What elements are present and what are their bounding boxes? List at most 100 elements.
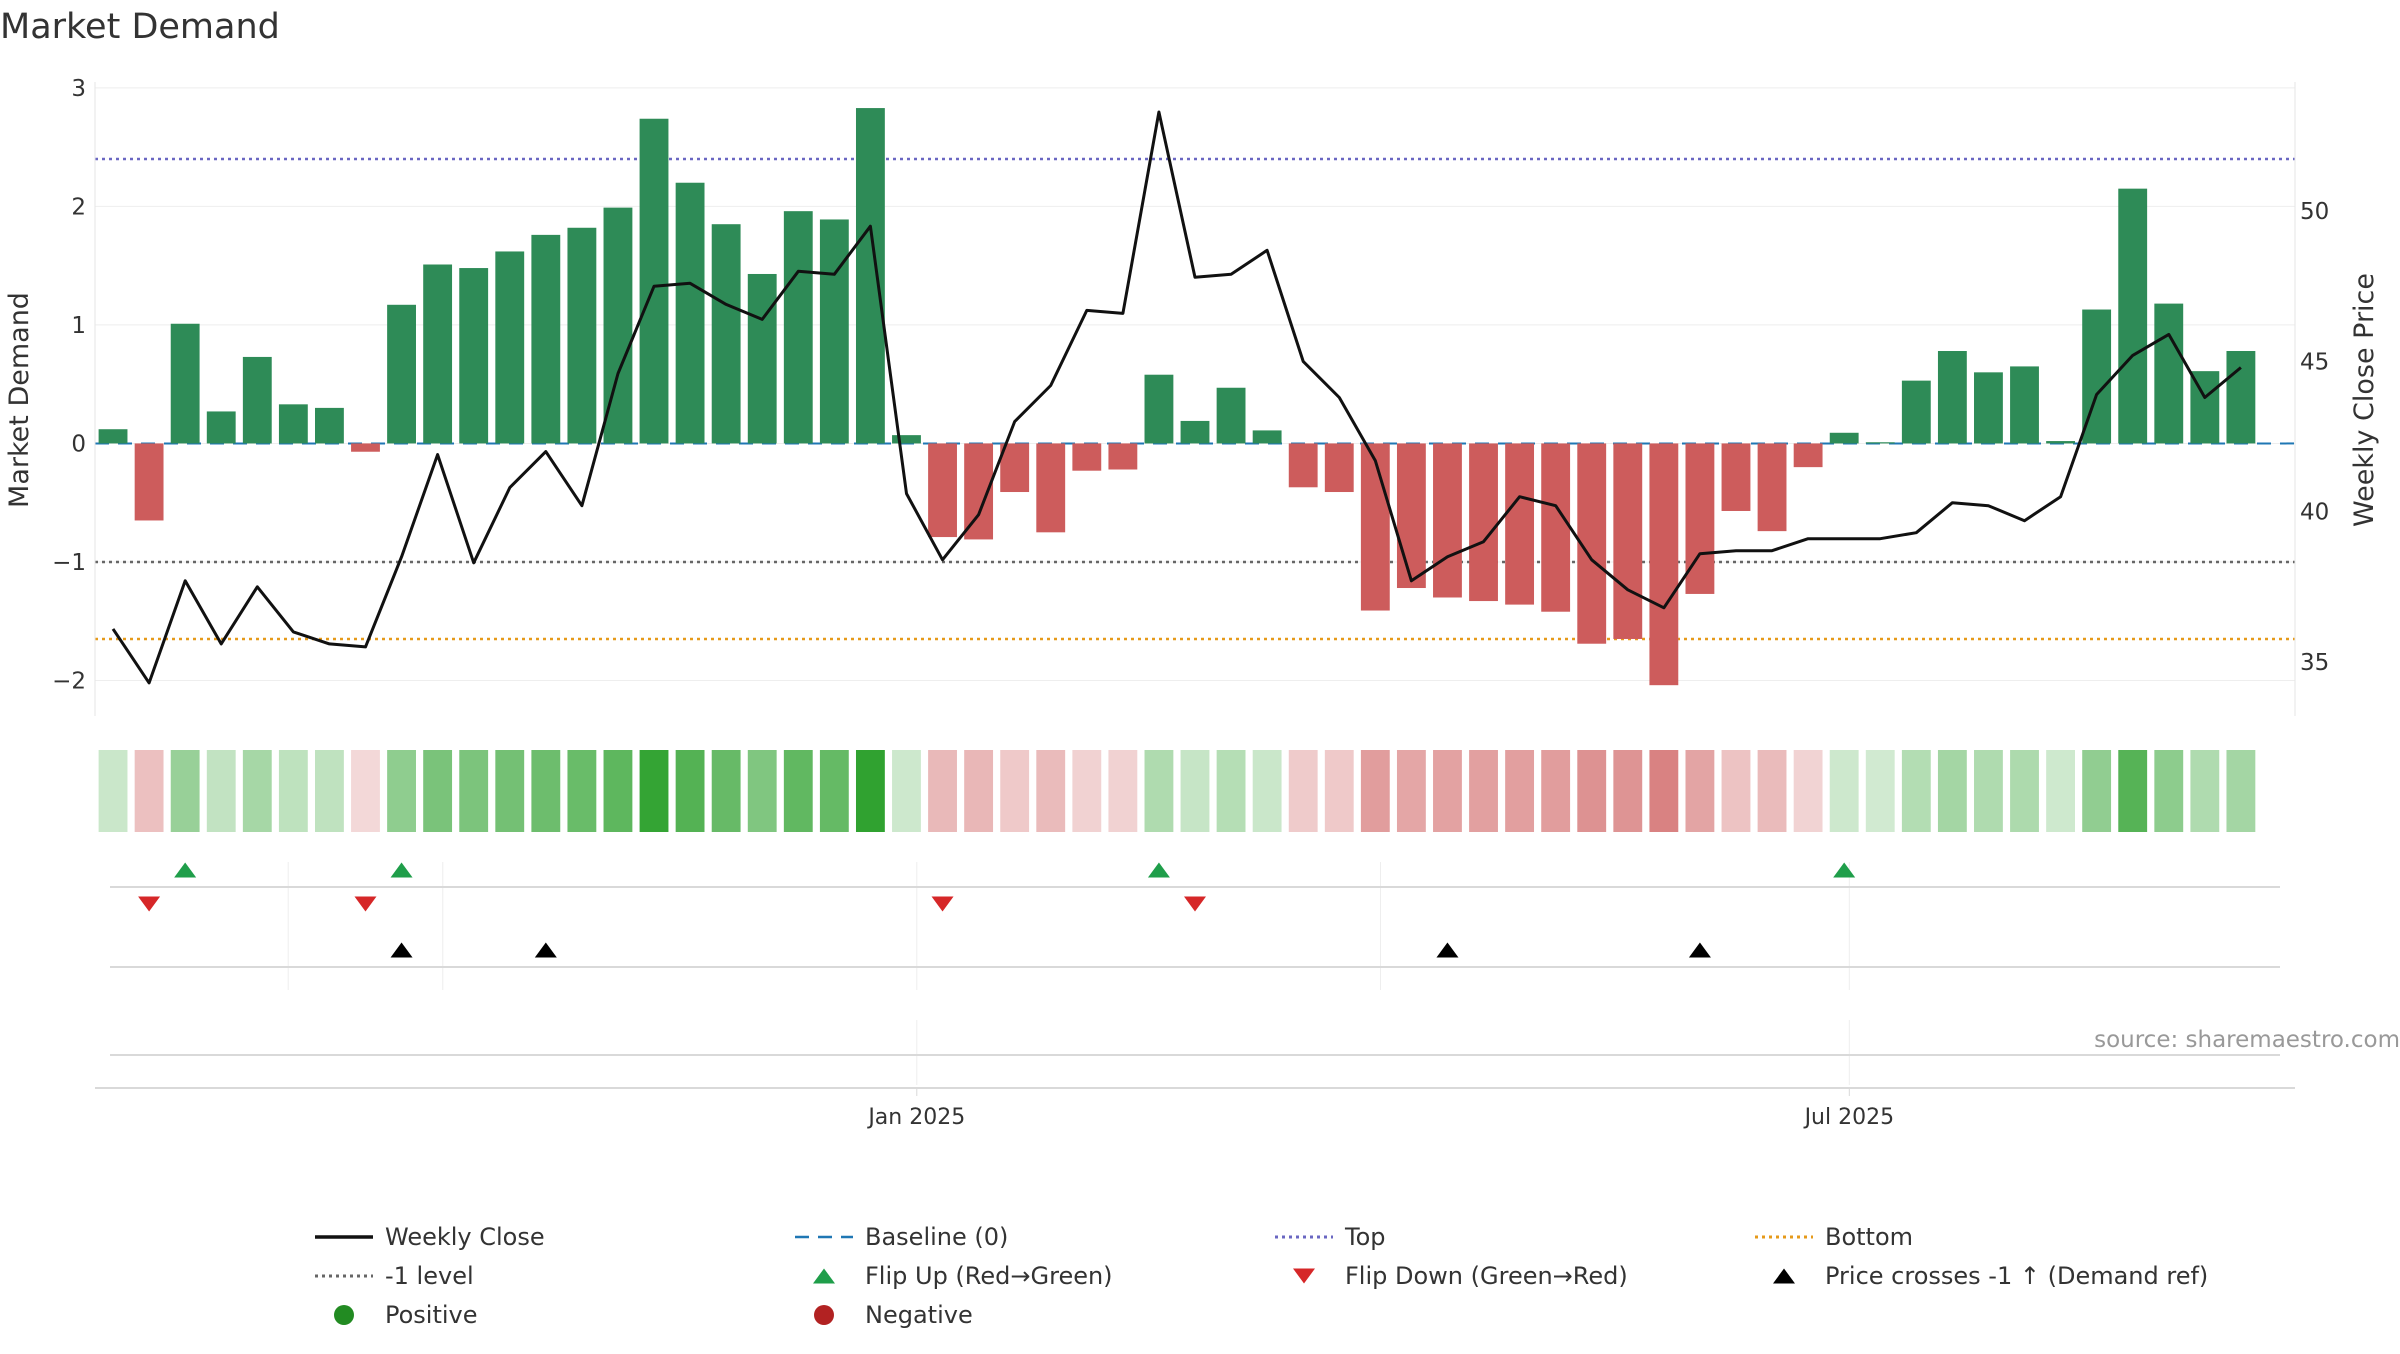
demand-heat-cell xyxy=(134,750,164,832)
y-tick-label-left: 2 xyxy=(71,194,86,220)
demand-bar xyxy=(2226,351,2256,444)
demand-heat-cell xyxy=(1072,750,1102,832)
demand-bar xyxy=(170,323,200,444)
y-axis-label-left: Market Demand xyxy=(4,292,35,508)
demand-heat-cell xyxy=(783,750,813,832)
demand-heat-cell xyxy=(98,750,128,832)
demand-heat-cell xyxy=(1649,750,1679,832)
demand-bar xyxy=(278,404,308,444)
demand-heat-cell xyxy=(1721,750,1751,832)
demand-bar xyxy=(1396,443,1426,589)
demand-heat-cell xyxy=(1108,750,1138,832)
y-tick-label-right: 50 xyxy=(2300,199,2329,225)
demand-heat-cell xyxy=(1901,750,1931,832)
demand-heat-cell xyxy=(1937,750,1967,832)
demand-heat-cell xyxy=(170,750,200,832)
legend-price-cross-swatch xyxy=(1773,1268,1795,1284)
demand-bar xyxy=(459,268,489,444)
flip-down-marker xyxy=(354,896,377,912)
y-axis-label-right: Weekly Close Price xyxy=(2349,273,2380,527)
demand-bar xyxy=(1865,442,1895,444)
demand-heat-cell xyxy=(315,750,344,832)
demand-bar xyxy=(423,264,453,444)
demand-bar xyxy=(675,182,705,444)
demand-heat-cell xyxy=(1036,750,1066,832)
demand-heat-cell xyxy=(747,750,777,832)
demand-heat-cell xyxy=(1613,750,1643,832)
demand-bar xyxy=(531,234,561,444)
demand-bar xyxy=(351,443,380,452)
demand-heat-cell xyxy=(1180,750,1210,832)
demand-heat-cell xyxy=(1252,750,1282,832)
demand-bar xyxy=(1072,443,1102,471)
demand-heat-cell xyxy=(1324,750,1354,832)
demand-heat-cell xyxy=(1577,750,1607,832)
source-text: source: sharemaestro.com xyxy=(2094,1027,2400,1053)
y-tick-label-right: 40 xyxy=(2300,500,2329,526)
demand-heat-cell xyxy=(495,750,525,832)
price-cross-marker xyxy=(390,942,413,958)
demand-heat-cell xyxy=(2010,750,2039,832)
demand-bar xyxy=(1180,420,1210,444)
y-tick-label-left: −2 xyxy=(52,668,86,694)
demand-heat-cell xyxy=(964,750,994,832)
demand-heat-cell xyxy=(242,750,272,832)
demand-heat-cell xyxy=(819,750,849,832)
demand-heat-cell xyxy=(567,750,597,832)
demand-heat-cell xyxy=(1829,750,1859,832)
demand-bar xyxy=(1324,443,1354,493)
flip-down-marker xyxy=(138,896,161,912)
demand-heat-cell xyxy=(1541,750,1571,832)
demand-heat-cell xyxy=(928,750,957,832)
flip-up-marker xyxy=(1147,862,1170,878)
y-tick-label-left: 3 xyxy=(71,76,86,102)
demand-bar xyxy=(1144,374,1174,444)
demand-bar xyxy=(1036,443,1066,533)
demand-bar xyxy=(1433,443,1462,598)
demand-bar xyxy=(98,429,128,444)
demand-heat-cell xyxy=(278,750,308,832)
demand-bar xyxy=(1613,443,1643,639)
demand-bar xyxy=(711,224,741,444)
demand-bar xyxy=(315,407,344,444)
legend-flip-down-label: Flip Down (Green→Red) xyxy=(1345,1262,1628,1290)
demand-bar xyxy=(1541,443,1571,612)
legend-negative-swatch xyxy=(814,1305,834,1325)
demand-bar xyxy=(783,211,813,444)
demand-bar xyxy=(1757,443,1787,532)
demand-bar xyxy=(1793,443,1823,468)
demand-heat-cell xyxy=(1757,750,1787,832)
demand-bar xyxy=(1649,443,1679,686)
y-tick-label-left: −1 xyxy=(52,550,86,576)
demand-bar xyxy=(1505,443,1535,605)
demand-heat-cell xyxy=(675,750,705,832)
demand-bar xyxy=(2046,441,2075,444)
demand-heat-cell xyxy=(351,750,380,832)
demand-heat-cell xyxy=(2190,750,2220,832)
demand-bar xyxy=(819,219,849,444)
legend-minus-one-label: -1 level xyxy=(385,1262,474,1290)
legend-weekly-close-label: Weekly Close xyxy=(385,1223,545,1251)
demand-heat-cell xyxy=(855,750,885,832)
demand-bar xyxy=(134,443,164,521)
flip-down-marker xyxy=(931,896,954,912)
price-cross-marker xyxy=(1436,942,1459,958)
price-cross-marker xyxy=(1688,942,1711,958)
flip-down-marker xyxy=(1184,896,1206,912)
demand-heat-cell xyxy=(2154,750,2184,832)
demand-bar xyxy=(2118,188,2148,444)
demand-heat-cell xyxy=(639,750,669,832)
legend-flip-down-swatch xyxy=(1293,1268,1315,1284)
demand-bar xyxy=(892,435,921,444)
demand-heat-cell xyxy=(603,750,633,832)
legend-top-label: Top xyxy=(1344,1223,1386,1251)
flip-up-marker xyxy=(390,862,413,878)
legend-baseline-label: Baseline (0) xyxy=(865,1223,1008,1251)
y-tick-label-right: 35 xyxy=(2300,650,2329,676)
demand-heat-cell xyxy=(2226,750,2256,832)
demand-heat-cell xyxy=(892,750,921,832)
demand-heat-cell xyxy=(1793,750,1823,832)
demand-bar xyxy=(747,273,777,444)
demand-bar xyxy=(1937,351,1967,444)
